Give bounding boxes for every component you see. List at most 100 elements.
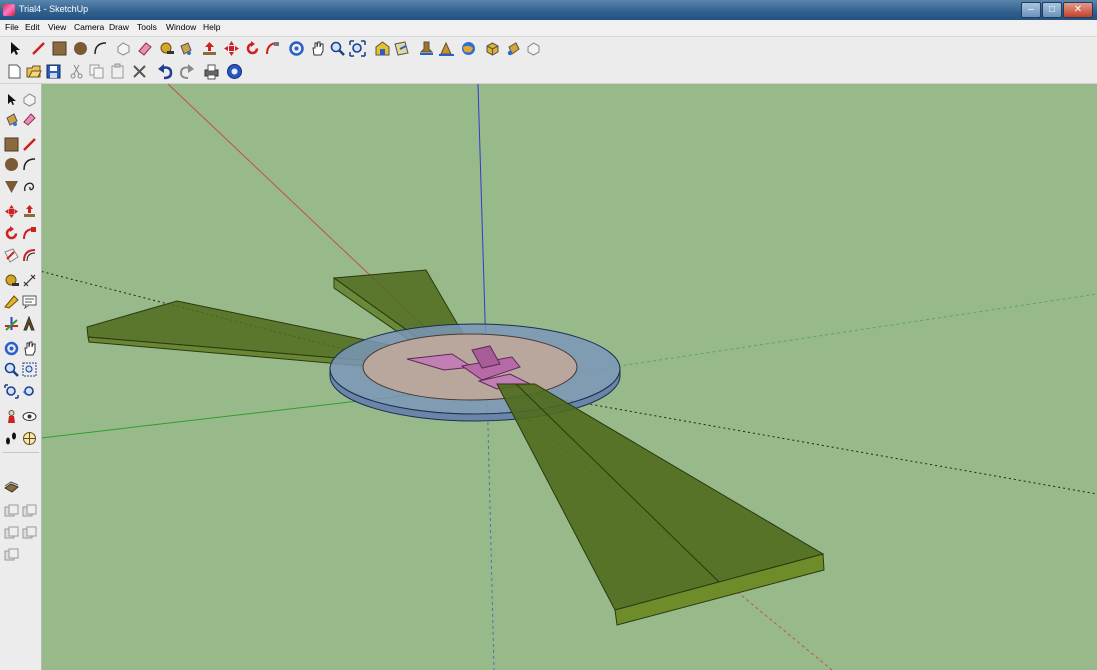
walk-icon[interactable]: [4, 431, 19, 446]
zoom-extents-icon[interactable]: [4, 384, 19, 399]
menu-edit[interactable]: Edit: [25, 22, 40, 32]
select-icon[interactable]: [4, 92, 19, 107]
look-around-icon[interactable]: [22, 409, 37, 424]
undo-icon[interactable]: [157, 63, 174, 80]
outliner-icon[interactable]: [22, 526, 37, 541]
add-location-icon[interactable]: [418, 40, 435, 57]
scale-icon[interactable]: [4, 248, 19, 263]
tape-measure-icon[interactable]: [4, 273, 19, 288]
zoom-icon[interactable]: [329, 40, 346, 57]
zoom-extents-icon[interactable]: [349, 40, 366, 57]
pencil-icon[interactable]: [30, 40, 47, 57]
follow-me-icon[interactable]: [22, 226, 37, 241]
menu-tools[interactable]: Tools: [137, 22, 157, 32]
open-icon[interactable]: [25, 63, 42, 80]
toggle-terrain-icon[interactable]: [438, 40, 455, 57]
make-component-icon[interactable]: [115, 40, 132, 57]
3d-text-icon[interactable]: [22, 316, 37, 331]
orbit-icon[interactable]: [4, 341, 19, 356]
section-display-icon[interactable]: [4, 504, 19, 519]
sketchup-app-icon[interactable]: [3, 4, 15, 16]
new-icon[interactable]: [6, 63, 23, 80]
tape-measure-icon[interactable]: [158, 40, 175, 57]
google-earth-icon[interactable]: [460, 40, 477, 57]
pan-icon[interactable]: [22, 341, 37, 356]
polygon-icon[interactable]: [4, 179, 19, 194]
previous-icon[interactable]: [22, 384, 37, 399]
rectangle-icon[interactable]: [4, 137, 19, 152]
dimension-icon[interactable]: [22, 273, 37, 288]
protractor-icon[interactable]: [4, 294, 19, 309]
standard-toolbar: [0, 60, 1097, 84]
model-canvas[interactable]: [42, 84, 1097, 670]
delete-icon[interactable]: [131, 63, 148, 80]
sandbox-icon[interactable]: [4, 479, 19, 494]
menu-bar: File Edit View Camera Draw Tools Window …: [0, 20, 1097, 37]
title-bar: Trial4 - SketchUp – □ ✕: [0, 0, 1097, 20]
paint-bucket-icon[interactable]: [177, 40, 194, 57]
text-icon[interactable]: [22, 294, 37, 309]
arc-icon[interactable]: [92, 40, 109, 57]
axes-icon[interactable]: [4, 316, 19, 331]
blade-bottom[interactable]: [496, 383, 825, 626]
pan-icon[interactable]: [309, 40, 326, 57]
circle-icon[interactable]: [72, 40, 89, 57]
close-button[interactable]: ✕: [1063, 2, 1093, 18]
minimize-button[interactable]: –: [1021, 2, 1041, 18]
toolbar-separator: [2, 452, 39, 453]
main-toolbar: [0, 37, 1097, 61]
follow-me-icon[interactable]: [264, 40, 281, 57]
menu-window[interactable]: Window: [166, 22, 197, 32]
zoom-window-icon[interactable]: [22, 362, 37, 377]
print-icon[interactable]: [203, 63, 220, 80]
menu-help[interactable]: Help: [203, 22, 221, 32]
push-pull-icon[interactable]: [201, 40, 218, 57]
hub-core[interactable]: [406, 345, 532, 390]
model-info-icon[interactable]: [226, 63, 243, 80]
save-icon[interactable]: [45, 63, 62, 80]
component-icon[interactable]: [484, 40, 501, 57]
menu-view[interactable]: View: [48, 22, 67, 32]
guide-line-right: [486, 385, 1097, 495]
line-icon[interactable]: [22, 137, 37, 152]
rotate-icon[interactable]: [4, 226, 19, 241]
offset-icon[interactable]: [22, 248, 37, 263]
window-title: Trial4 - SketchUp: [19, 4, 89, 14]
move-icon[interactable]: [4, 204, 19, 219]
paste-icon[interactable]: [109, 63, 126, 80]
orbit-icon[interactable]: [288, 40, 305, 57]
circle-icon[interactable]: [4, 157, 19, 172]
window-controls: – □ ✕: [1021, 2, 1093, 18]
cut-icon[interactable]: [68, 63, 85, 80]
iso-icon[interactable]: [4, 548, 19, 563]
section-cuts-icon[interactable]: [22, 504, 37, 519]
warehouse-icon[interactable]: [374, 40, 391, 57]
blue-axis-negative: [486, 385, 495, 670]
select-icon[interactable]: [6, 40, 23, 57]
eraser-icon[interactable]: [136, 40, 153, 57]
menu-draw[interactable]: Draw: [109, 22, 129, 32]
eraser-icon[interactable]: [22, 112, 37, 127]
left-toolbar: [0, 84, 42, 670]
paint-bucket-icon[interactable]: [4, 112, 19, 127]
model-viewport[interactable]: [42, 84, 1097, 670]
make-component-icon[interactable]: [22, 92, 37, 107]
styles-icon[interactable]: [525, 40, 542, 57]
arc-icon[interactable]: [22, 157, 37, 172]
position-camera-icon[interactable]: [4, 409, 19, 424]
rotate-icon[interactable]: [244, 40, 261, 57]
share-model-icon[interactable]: [393, 40, 410, 57]
menu-file[interactable]: File: [5, 22, 19, 32]
menu-camera[interactable]: Camera: [74, 22, 105, 32]
section-plane-icon[interactable]: [22, 431, 37, 446]
copy-icon[interactable]: [88, 63, 105, 80]
freehand-icon[interactable]: [22, 179, 37, 194]
move-icon[interactable]: [223, 40, 240, 57]
push-pull-icon[interactable]: [22, 204, 37, 219]
layer-icon[interactable]: [4, 526, 19, 541]
rectangle-icon[interactable]: [51, 40, 68, 57]
maximize-button[interactable]: □: [1042, 2, 1062, 18]
redo-icon[interactable]: [178, 63, 195, 80]
zoom-icon[interactable]: [4, 362, 19, 377]
materials-icon[interactable]: [505, 40, 522, 57]
